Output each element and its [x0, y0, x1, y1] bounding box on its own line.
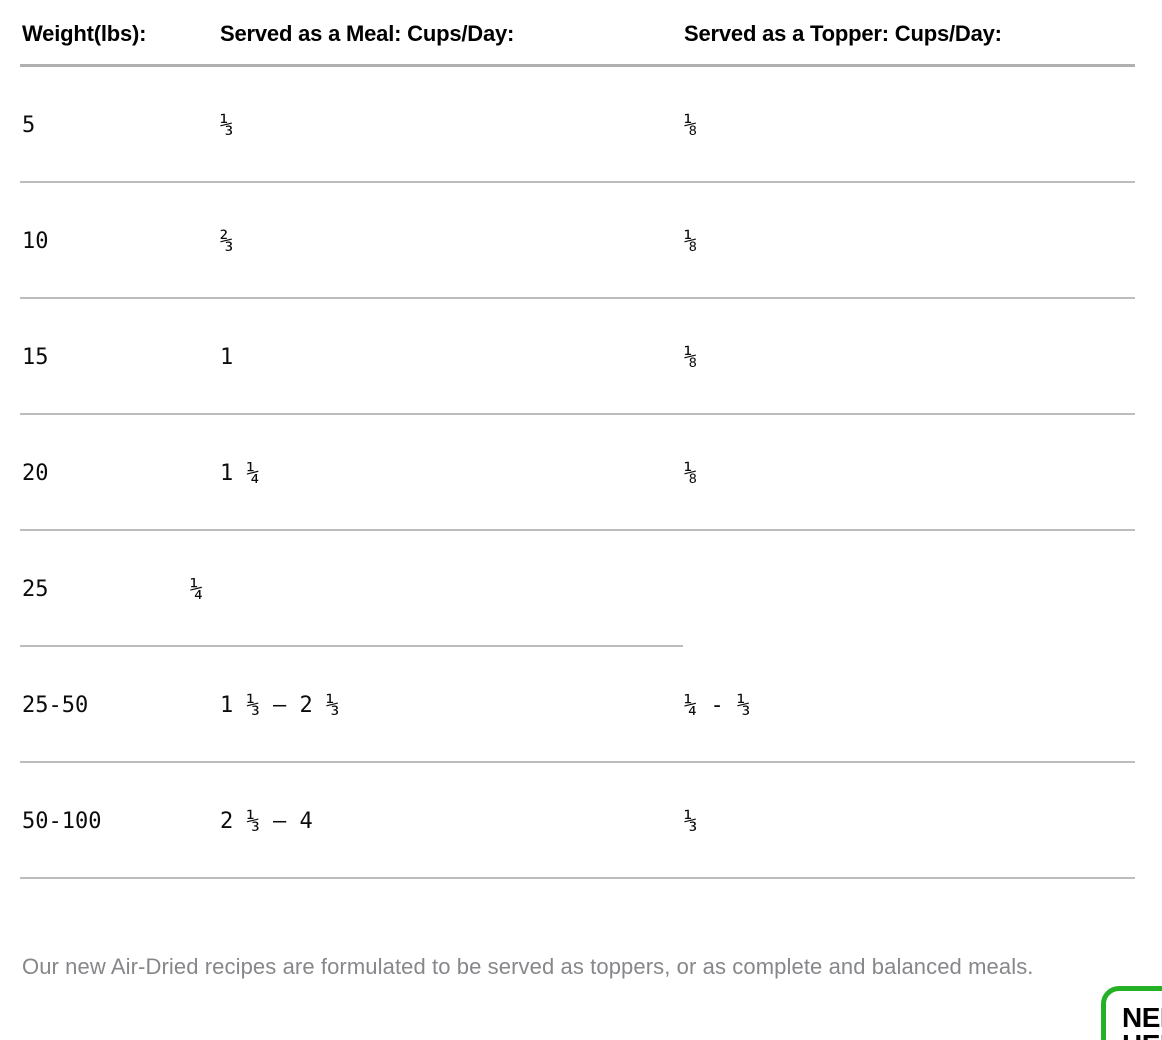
table-header-row: Weight(lbs): Served as a Meal: Cups/Day:…: [0, 0, 1162, 67]
table-row: 25-50 1 ⅓ — 2 ⅓ ¼ - ⅓: [0, 647, 1162, 763]
weight-cell: 20: [22, 460, 49, 486]
need-help-label-line1: NEED: [1122, 1002, 1162, 1033]
table-row: 5 ⅓ ⅛: [0, 67, 1162, 183]
row-divider: [20, 297, 1135, 299]
table-row: 15 1 ⅛: [0, 299, 1162, 415]
row-divider: [20, 413, 1135, 415]
table-row: 50-100 2 ⅓ — 4 ⅓: [0, 763, 1162, 879]
meal-cell: 1 ¼: [220, 460, 260, 486]
table-body: 5 ⅓ ⅛ 10 ⅔ ⅛ 15 1 ⅛ 20 1 ¼ ⅛ 25 ¼ 25-50 1 ⅓ — 2 ⅓ ¼ - ⅓ 5…: [0, 67, 1162, 879]
weight-cell: 10: [22, 228, 49, 254]
meal-cell: ⅔: [220, 228, 234, 254]
meal-cell: 1: [220, 344, 234, 370]
need-help-button[interactable]: NEED HELP?: [1101, 986, 1162, 1040]
topper-cell: ⅛: [684, 228, 698, 254]
weight-cell: 25: [22, 576, 49, 602]
weight-cell: 50-100: [22, 808, 102, 834]
weight-cell: 15: [22, 344, 49, 370]
row-divider: [20, 645, 683, 647]
meal-cell: ¼: [190, 576, 204, 602]
need-help-label-line2: HELP?: [1122, 1030, 1162, 1040]
weight-cell: 25-50: [22, 692, 89, 718]
column-header-weight: Weight(lbs):: [22, 20, 147, 46]
row-divider: [20, 181, 1135, 183]
row-divider: [20, 761, 1135, 763]
air-dried-note: Our new Air-Dried recipes are formulated…: [22, 954, 1034, 979]
column-header-topper: Served as a Topper: Cups/Day:: [684, 20, 1002, 46]
table-row: 20 1 ¼ ⅛: [0, 415, 1162, 531]
topper-cell: ¼ - ⅓: [684, 692, 751, 718]
table-row: 25 ¼: [0, 531, 1162, 647]
header-divider: [20, 64, 1135, 67]
meal-cell: 2 ⅓ — 4: [220, 808, 313, 834]
meal-cell: 1 ⅓ — 2 ⅓: [220, 692, 340, 718]
table-row: 10 ⅔ ⅛: [0, 183, 1162, 299]
topper-cell: ⅓: [684, 808, 698, 834]
feeding-guide-table: Weight(lbs): Served as a Meal: Cups/Day:…: [0, 0, 1162, 879]
weight-cell: 5: [22, 112, 36, 138]
topper-cell: ⅛: [684, 344, 698, 370]
meal-cell: ⅓: [220, 112, 234, 138]
topper-cell: ⅛: [684, 460, 698, 486]
row-divider: [20, 877, 1135, 879]
row-divider: [20, 529, 1135, 531]
topper-cell: ⅛: [684, 112, 698, 138]
column-header-meal: Served as a Meal: Cups/Day:: [220, 20, 515, 46]
